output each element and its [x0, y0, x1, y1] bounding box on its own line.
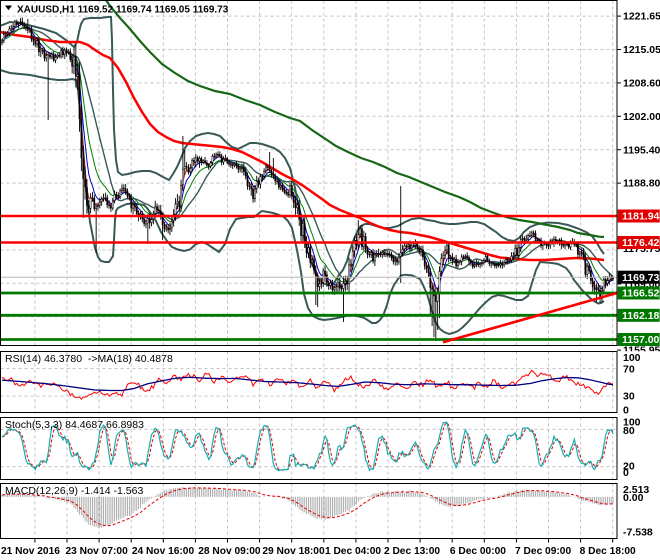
svg-text:1176.42: 1176.42	[622, 237, 660, 249]
svg-text:21 Nov 2016: 21 Nov 2016	[1, 546, 60, 557]
svg-text:20: 20	[623, 461, 635, 473]
svg-text:80: 80	[623, 425, 635, 437]
svg-text:8 Dec 18:00: 8 Dec 18:00	[580, 546, 636, 557]
svg-text:1169.73: 1169.73	[622, 272, 660, 284]
svg-text:-7.538: -7.538	[623, 527, 653, 539]
svg-text:0.00: 0.00	[623, 492, 644, 504]
svg-text:1188.80: 1188.80	[623, 178, 660, 190]
svg-text:6 Dec 00:00: 6 Dec 00:00	[450, 546, 506, 557]
svg-text:1157.00: 1157.00	[622, 334, 660, 346]
svg-text:1155.95: 1155.95	[623, 345, 660, 357]
svg-text:1181.94: 1181.94	[622, 211, 660, 223]
svg-text:24 Nov 16:00: 24 Nov 16:00	[132, 546, 195, 557]
svg-text:1202.00: 1202.00	[623, 111, 660, 123]
svg-text:RSI(14) 46.3780 ->MA(18) 40.4: RSI(14) 46.3780 ->MA(18) 40.4878	[5, 353, 173, 365]
svg-text:7 Dec 09:00: 7 Dec 09:00	[515, 546, 571, 557]
svg-text:28 Nov 09:00: 28 Nov 09:00	[198, 546, 261, 557]
svg-text:2.513: 2.513	[623, 484, 649, 496]
svg-text:0: 0	[623, 467, 629, 479]
svg-text:29 Nov 18:00: 29 Nov 18:00	[262, 546, 325, 557]
svg-text:2 Dec 13:00: 2 Dec 13:00	[384, 546, 440, 557]
svg-text:1215.05: 1215.05	[623, 44, 660, 56]
svg-text:1 Dec 04:00: 1 Dec 04:00	[325, 546, 381, 557]
svg-text:100: 100	[623, 417, 641, 429]
svg-text:1195.40: 1195.40	[623, 144, 660, 156]
svg-text:Stoch(5,3,3) 84.4687 66.8983: Stoch(5,3,3) 84.4687 66.8983	[5, 419, 144, 431]
svg-text:1208.60: 1208.60	[623, 78, 660, 90]
svg-text:1166.52: 1166.52	[622, 288, 660, 300]
svg-text:1162.18: 1162.18	[622, 310, 660, 322]
svg-text:0: 0	[623, 404, 629, 416]
svg-text:30: 30	[623, 391, 635, 403]
svg-text:XAUUSD,H1 1169.52 1169.74 1169: XAUUSD,H1 1169.52 1169.74 1169.05 1169.7…	[17, 5, 229, 16]
svg-text:MACD(12,26,9) -1.414 -1.563: MACD(12,26,9) -1.414 -1.563	[5, 485, 143, 497]
svg-text:70: 70	[623, 363, 635, 375]
svg-text:23 Nov 07:00: 23 Nov 07:00	[65, 546, 128, 557]
svg-text:100: 100	[623, 352, 641, 364]
svg-text:1221.65: 1221.65	[623, 11, 660, 23]
